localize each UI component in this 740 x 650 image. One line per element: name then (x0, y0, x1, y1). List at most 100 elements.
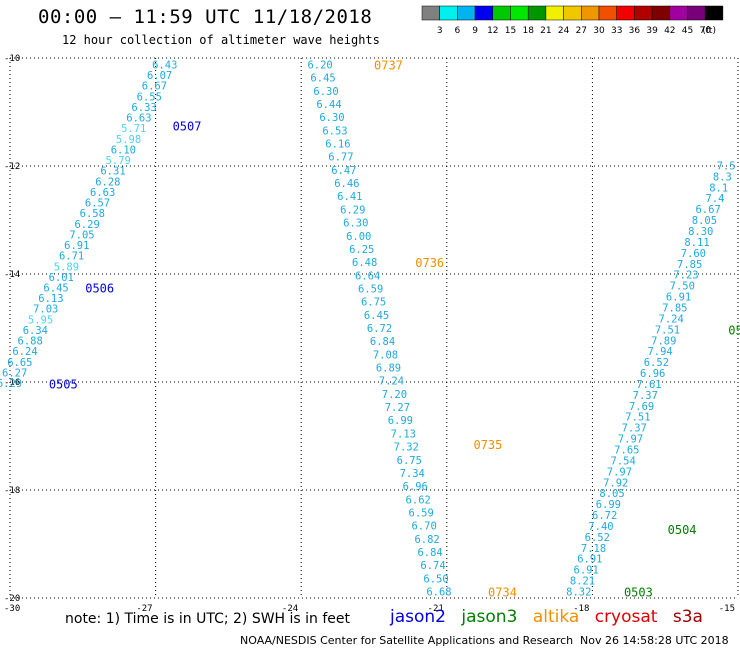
wave-height-value: 6.91 (64, 240, 89, 252)
wave-height-value: 6.55 (137, 91, 162, 103)
wave-height-value: 6.45 (364, 310, 389, 322)
pass-time-label: 0506 (85, 282, 114, 296)
wave-height-value: 6.00 (346, 231, 371, 243)
pass-time-label: 0505 (49, 378, 78, 392)
wave-height-value: 6.07 (147, 70, 172, 82)
wave-height-value: 7.34 (400, 468, 425, 480)
wave-height-value: 7.5 (717, 160, 736, 172)
wave-height-value: 7.85 (662, 302, 687, 314)
wave-height-value: 8.05 (599, 488, 624, 500)
y-tick-label: -10 (4, 54, 20, 64)
scale-label: 6 (455, 26, 461, 36)
wave-height-value: 6.68 (426, 587, 451, 599)
scale-label: 42 (664, 26, 675, 36)
scale-label: 45 (682, 26, 693, 36)
wave-height-value: 6.70 (411, 521, 436, 533)
wave-height-value: 6.91 (577, 554, 602, 566)
wave-height-value: 7.23 (673, 270, 698, 282)
wave-height-value: 6.71 (59, 251, 84, 263)
wave-height-value: 6.75 (361, 297, 386, 309)
wave-height-value: 5.95 (28, 314, 53, 326)
legend-jason2: jason2 (390, 607, 446, 627)
pass-time-label: 0507 (173, 120, 202, 134)
scale-label: 9 (472, 26, 478, 36)
wave-height-value: 7.60 (681, 248, 706, 260)
wave-height-value: 7.13 (391, 428, 416, 440)
pass-time-label: 0736 (415, 256, 444, 270)
scale-label: 3 (437, 26, 443, 36)
y-tick-label: -14 (4, 270, 20, 280)
x-tick-label: -18 (573, 604, 589, 614)
wave-height-value: 6.67 (695, 204, 720, 216)
generated-timestamp: Nov 26 14:58:28 UTC 2018 (580, 634, 729, 647)
scale-label: 39 (646, 26, 658, 36)
wave-height-value: 7.24 (659, 313, 684, 325)
x-tick-label: -21 (428, 604, 444, 614)
satellite-legend: jason2 jason3 altika cryosat s3a (390, 607, 713, 627)
wave-height-value: 6.91 (666, 292, 691, 304)
wave-height-value: 7.94 (647, 346, 672, 358)
wave-height-value: 6.50 (423, 573, 448, 585)
wave-height-value: 6.31 (100, 166, 125, 178)
scale-label: 27 (576, 26, 587, 36)
wave-height-value: 6.48 (352, 257, 377, 269)
wave-height-value: 6.30 (343, 218, 368, 230)
wave-height-value: 6.53 (322, 125, 347, 137)
wave-height-value: 6.45 (43, 283, 68, 295)
wave-height-value: 6.89 (376, 363, 401, 375)
wave-height-value: 8.32 (566, 587, 591, 599)
wave-height-value: 8.3 (713, 171, 732, 183)
wave-height-value: 6.99 (596, 499, 621, 511)
legend-altika: altika (532, 607, 580, 627)
y-tick-label: -16 (4, 378, 20, 388)
wave-height-value: 6.43 (152, 59, 177, 71)
wave-height-value: 7.37 (633, 390, 658, 402)
wave-height-value: 7.85 (677, 259, 702, 271)
wave-height-value: 7.51 (655, 324, 680, 336)
wave-height-value: 6.72 (367, 323, 392, 335)
wave-height-value: 6.84 (370, 336, 395, 348)
wave-height-value: 6.29 (0, 378, 22, 390)
wave-height-value: 6.74 (420, 560, 445, 572)
x-tick-label: -24 (282, 604, 298, 614)
wave-height-value: 7.54 (610, 455, 635, 467)
wave-height-value: 6.41 (337, 191, 362, 203)
wave-height-value: 5.89 (54, 261, 79, 273)
scale-label: 24 (558, 26, 570, 36)
wave-height-value: 6.96 (640, 368, 665, 380)
wave-height-value: 6.59 (358, 283, 383, 295)
wave-height-value: 6.96 (403, 481, 428, 493)
wave-height-value: 6.57 (85, 198, 110, 210)
wave-height-value: 6.01 (49, 272, 74, 284)
scale-label: 21 (540, 26, 551, 36)
pass-time-label: 050 (728, 324, 740, 338)
wave-height-value: 6.30 (313, 86, 338, 98)
wave-height-value: 6.58 (80, 208, 105, 220)
legend-s3a: s3a (672, 607, 703, 627)
wave-height-value: 5.79 (106, 155, 131, 167)
y-tick-label: -12 (4, 162, 20, 172)
x-tick-label: -27 (136, 604, 152, 614)
scale-label: 36 (629, 26, 641, 36)
wave-height-value: 6.52 (585, 532, 610, 544)
wave-height-value: 6.29 (74, 219, 99, 231)
wave-height-value: 6.24 (12, 346, 37, 358)
wave-height-value: 7.37 (622, 423, 647, 435)
scale-label: 12 (487, 26, 498, 36)
wave-height-value: 6.29 (340, 204, 365, 216)
wave-height-value: 6.99 (388, 415, 413, 427)
x-tick-label: -15 (719, 604, 735, 614)
wave-height-value: 6.63 (126, 113, 151, 125)
scale-swatch (704, 5, 724, 21)
wave-height-value: 7.89 (651, 335, 676, 347)
wave-height-value: 7.18 (581, 543, 606, 555)
wave-height-value: 6.45 (310, 73, 335, 85)
wave-height-value: 7.61 (636, 379, 661, 391)
wave-height-value: 6.47 (331, 165, 356, 177)
x-tick-label: -30 (4, 604, 20, 614)
wave-height-value: 6.13 (38, 293, 63, 305)
wave-height-value: 7.08 (373, 349, 398, 361)
y-tick-label: -18 (4, 486, 20, 496)
wave-height-value: 6.46 (334, 178, 359, 190)
